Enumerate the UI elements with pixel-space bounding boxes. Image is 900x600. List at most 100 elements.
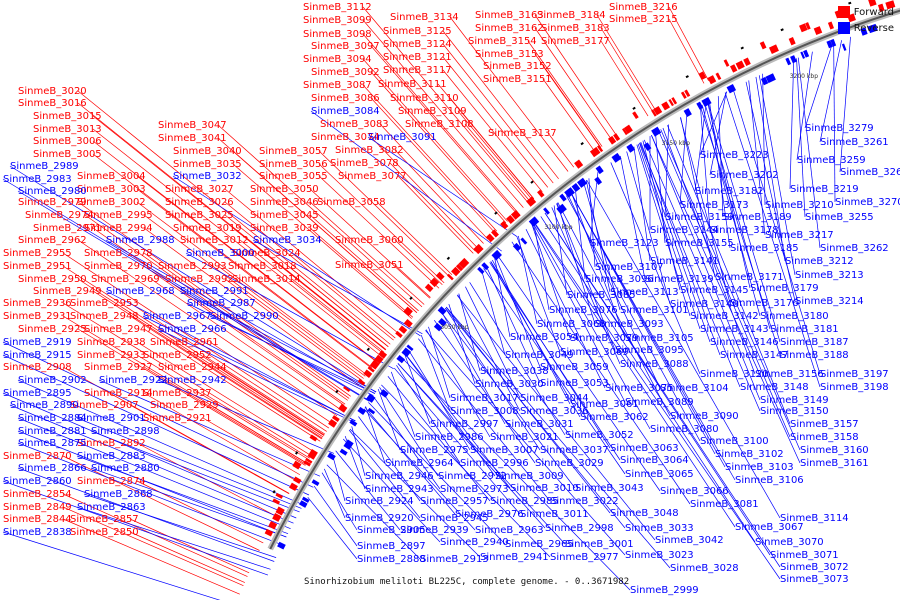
forward-connector	[309, 227, 414, 318]
reverse-connector	[397, 363, 566, 545]
forward-gene	[309, 434, 318, 442]
reverse-gene	[726, 83, 737, 94]
reverse-gene	[528, 216, 540, 227]
forward-gene-label: SinmeB_3056	[259, 159, 328, 170]
reverse-gene-label: SinmeB_3091	[368, 132, 437, 143]
reverse-gene-label: SinmeB_2890	[10, 400, 79, 411]
reverse-gene-label: SinmeB_3093	[595, 319, 664, 330]
reverse-gene-label: SinmeB_2975	[400, 445, 469, 456]
reverse-gene-label: SinmeB_3180	[760, 311, 829, 322]
forward-gene	[500, 220, 509, 230]
reverse-connector	[724, 92, 821, 388]
reverse-connector	[90, 430, 300, 513]
forward-gene-label: SinmeB_2953	[70, 298, 139, 309]
forward-gene-label: SinmeB_2921	[143, 413, 212, 424]
reverse-gene	[559, 193, 567, 202]
forward-gene-label: SinmeB_2857	[70, 514, 139, 525]
reverse-gene-label: SinmeB_3066	[660, 486, 729, 497]
reverse-gene	[339, 448, 348, 456]
reverse-connector	[566, 195, 701, 442]
forward-gene	[526, 196, 537, 207]
forward-gene	[537, 189, 545, 198]
reverse-gene-label: SinmeB_3148	[740, 382, 809, 393]
reverse-connector	[420, 335, 451, 412]
reverse-gene	[626, 143, 636, 153]
forward-gene	[293, 476, 302, 484]
forward-gene	[473, 243, 484, 255]
forward-gene-label: SinmeB_3111	[378, 79, 447, 90]
forward-gene	[723, 59, 730, 67]
reverse-connector	[533, 222, 550, 311]
reverse-connector	[157, 379, 335, 454]
forward-connector	[77, 328, 306, 466]
forward-gene-label: SinmeB_2931	[3, 311, 72, 322]
reverse-connector	[17, 430, 287, 538]
gene-tracks	[264, 0, 896, 550]
reverse-gene-label: SinmeB_3081	[690, 499, 759, 510]
reverse-gene-label: SinmeB_2976	[455, 509, 524, 520]
forward-connector	[542, 65, 601, 148]
reverse-gene-label: SinmeB_2924	[345, 496, 414, 507]
reverse-gene-label: SinmeB_3146	[710, 337, 779, 348]
forward-connector	[129, 302, 327, 432]
forward-gene	[455, 263, 464, 272]
reverse-connector	[372, 395, 441, 490]
forward-gene-label: SinmeB_2937	[143, 388, 212, 399]
forward-gene	[446, 273, 454, 281]
reverse-connector	[585, 180, 611, 293]
reverse-connector	[76, 455, 289, 534]
reverse-connector	[17, 190, 370, 402]
forward-connector	[442, 69, 543, 193]
forward-gene	[877, 3, 885, 12]
forward-gene-label: SinmeB_3092	[311, 67, 380, 78]
forward-connector	[370, 45, 517, 214]
forward-connector	[129, 315, 323, 440]
reverse-gene-label: SinmeB_3100	[700, 436, 769, 447]
reverse-connector	[456, 295, 656, 541]
reverse-gene	[366, 393, 376, 403]
reverse-gene-label: SinmeB_3009	[495, 471, 564, 482]
forward-gene-label: SinmeB_3152	[483, 61, 552, 72]
forward-connector	[129, 518, 250, 574]
reverse-connector	[664, 124, 670, 218]
forward-gene-label: SinmeB_3184	[537, 10, 606, 21]
forward-gene-label: SinmeB_2970	[84, 261, 153, 272]
forward-connector	[291, 278, 385, 353]
reverse-connector	[497, 254, 661, 492]
reverse-gene-label: SinmeB_3181	[770, 324, 839, 335]
reverse-gene-label: SinmeB_2997	[430, 419, 499, 430]
reverse-gene-label: SinmeB_3159	[665, 212, 734, 223]
reverse-gene	[406, 344, 414, 352]
reverse-gene-label: SinmeB_3054	[510, 332, 579, 343]
reverse-gene-label: SinmeB_3102	[715, 449, 784, 460]
reverse-connector	[483, 268, 626, 475]
reverse-gene-label: SinmeB_2988	[106, 235, 175, 246]
forward-connector	[92, 227, 346, 405]
forward-gene	[607, 135, 617, 145]
reverse-connector	[349, 428, 481, 558]
feature-marker	[272, 490, 276, 494]
forward-gene	[613, 133, 621, 142]
reverse-gene-label: SinmeB_3185	[730, 243, 799, 254]
forward-gene-label: SinmeB_3124	[383, 39, 452, 50]
forward-gene	[622, 128, 628, 136]
reverse-connector	[626, 151, 671, 305]
reverse-connector	[425, 329, 491, 438]
reverse-gene-label: SinmeB_3217	[765, 230, 834, 241]
forward-gene	[451, 266, 461, 277]
forward-connector	[600, 40, 649, 117]
forward-gene-label: SinmeB_3216	[609, 2, 678, 13]
reverse-gene	[611, 152, 622, 163]
reverse-gene-label: SinmeB_3147	[720, 350, 789, 361]
reverse-connector	[98, 379, 321, 477]
forward-gene	[684, 89, 691, 98]
reverse-gene	[437, 306, 447, 316]
forward-gene	[343, 386, 351, 393]
forward-gene-label: SinmeB_3018	[228, 261, 297, 272]
forward-connector	[77, 90, 391, 345]
reverse-gene-label: SinmeB_3048	[610, 508, 679, 519]
forward-gene	[303, 460, 312, 467]
forward-connector	[370, 97, 496, 234]
reverse-connector	[551, 207, 621, 365]
forward-connector	[232, 227, 386, 351]
